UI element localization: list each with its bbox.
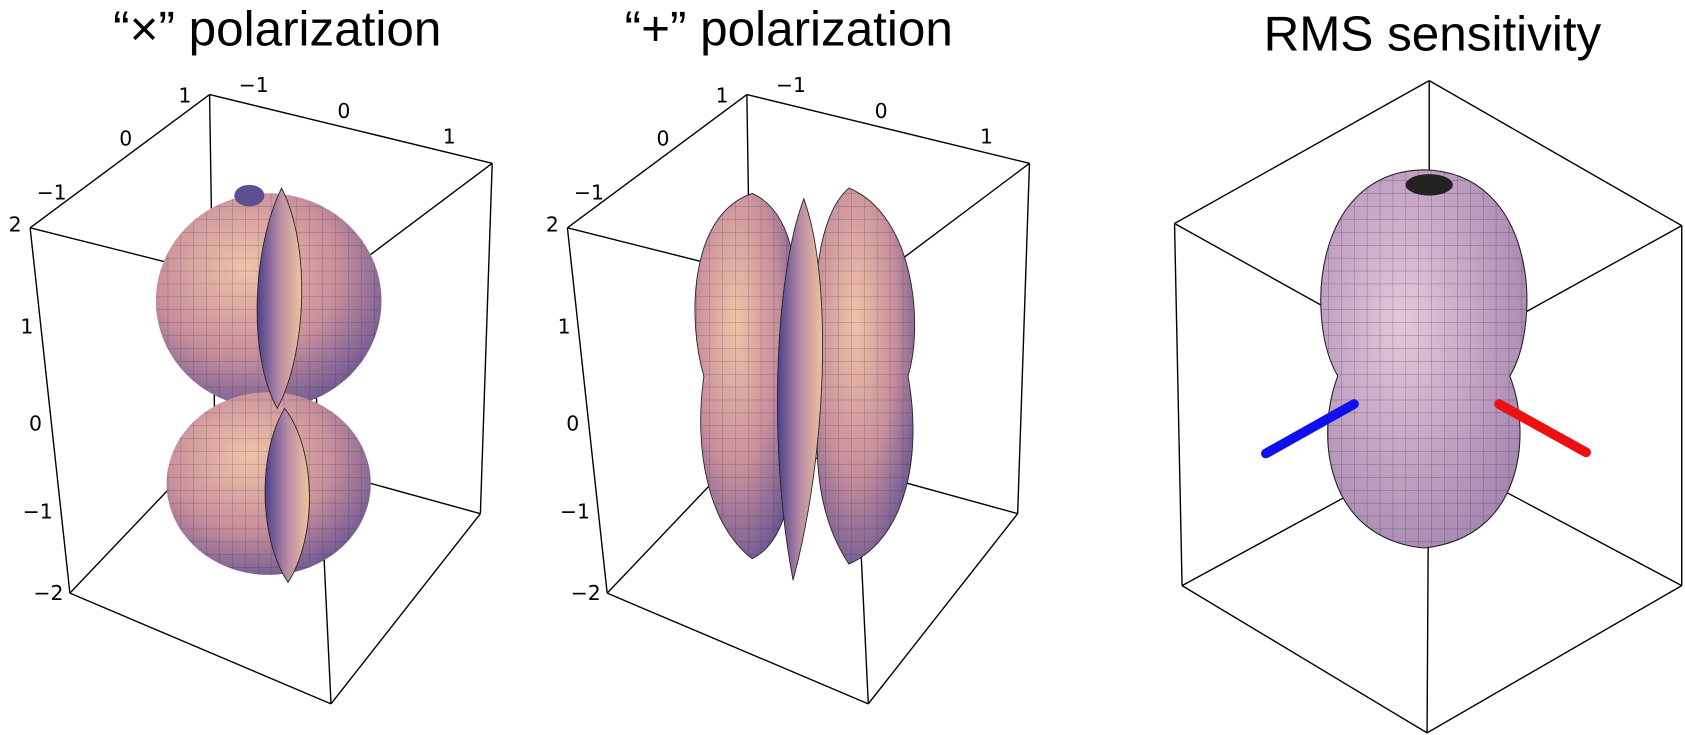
tick-label: 0 bbox=[875, 99, 888, 123]
tick-label: 1 bbox=[20, 315, 33, 339]
tick-label: 1 bbox=[178, 84, 191, 108]
tick-label: −1 bbox=[574, 180, 604, 204]
rms-pattern bbox=[1266, 170, 1586, 548]
tick-label: 1 bbox=[716, 84, 729, 108]
tick-label: −1 bbox=[560, 500, 590, 524]
tick-label: 1 bbox=[980, 125, 993, 149]
tick-label: 1 bbox=[558, 315, 571, 339]
tick-label: 0 bbox=[337, 99, 350, 123]
tick-label: −1 bbox=[239, 73, 269, 97]
plus-pattern bbox=[695, 188, 915, 580]
tick-label: −2 bbox=[33, 581, 63, 605]
tick-label: −1 bbox=[37, 180, 67, 204]
x-pattern bbox=[156, 185, 382, 583]
panel-title: RMS sensitivity bbox=[1264, 7, 1602, 62]
tick-label: 0 bbox=[657, 127, 670, 151]
panel-title: “+” polarization bbox=[625, 1, 953, 56]
tick-label: 0 bbox=[29, 411, 42, 435]
panel-title: “×” polarization bbox=[113, 1, 441, 56]
tick-label: −1 bbox=[23, 500, 53, 524]
tick-label: −1 bbox=[776, 73, 806, 97]
tick-label: 0 bbox=[119, 127, 132, 151]
tick-label: 2 bbox=[9, 213, 22, 237]
tick-label: 0 bbox=[566, 411, 579, 435]
tick-label: 1 bbox=[443, 125, 456, 149]
tick-label: −2 bbox=[571, 581, 601, 605]
figure: “×” polarization “+” polarization RMS se… bbox=[0, 0, 1685, 735]
tick-label: 2 bbox=[546, 213, 559, 237]
